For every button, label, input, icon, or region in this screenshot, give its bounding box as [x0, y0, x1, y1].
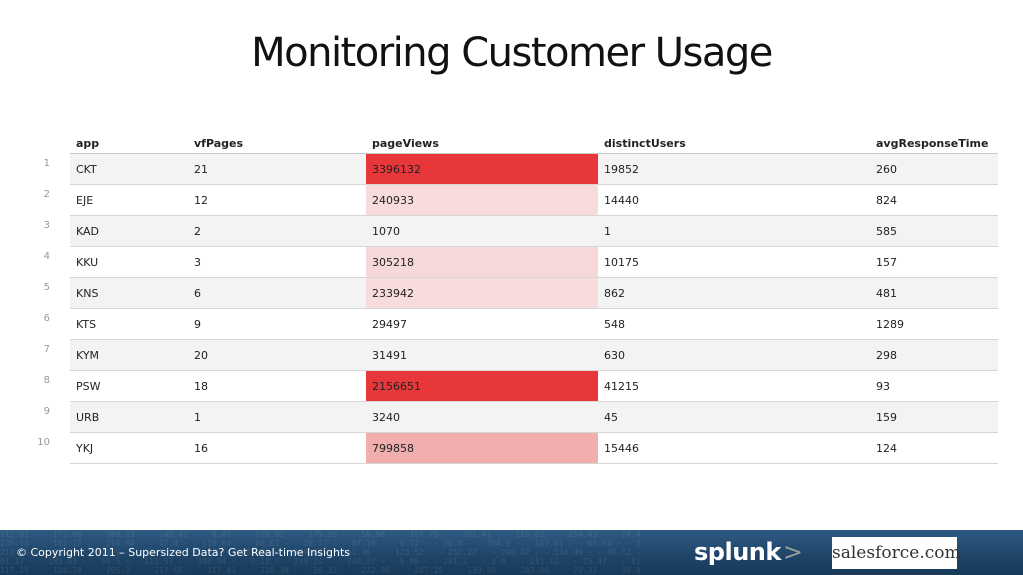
cell-avgresponsetime: 260 — [870, 154, 998, 185]
cell-pageviews: 3240 — [366, 402, 598, 433]
cell-pageviews: 1070 — [366, 216, 598, 247]
cell-vfpages: 1 — [188, 402, 366, 433]
table-row: 2 EJE 12 240933 14440 824 — [30, 185, 998, 216]
cell-vfpages: 12 — [188, 185, 366, 216]
results-table: app vfPages pageViews distinctUsers avgR… — [30, 133, 998, 464]
cell-distinctusers: 14440 — [598, 185, 870, 216]
cell-avgresponsetime: 585 — [870, 216, 998, 247]
cell-pageviews: 799858 — [366, 433, 598, 464]
table-row: 9 URB 1 3240 45 159 — [30, 402, 998, 433]
row-number: 9 — [30, 402, 70, 433]
cell-app: PSW — [70, 371, 188, 402]
row-number: 10 — [30, 433, 70, 464]
cell-distinctusers: 10175 — [598, 247, 870, 278]
column-header-pageviews[interactable]: pageViews — [366, 133, 598, 154]
cell-pageviews: 31491 — [366, 340, 598, 371]
table-row: 10 YKJ 16 799858 15446 124 — [30, 433, 998, 464]
row-number: 4 — [30, 247, 70, 278]
row-number: 1 — [30, 154, 70, 185]
copyright-text: © Copyright 2011 – Supersized Data? Get … — [16, 546, 350, 559]
cell-vfpages: 21 — [188, 154, 366, 185]
cell-pageviews: 2156651 — [366, 371, 598, 402]
cell-pageviews: 233942 — [366, 278, 598, 309]
cell-app: KYM — [70, 340, 188, 371]
cell-vfpages: 6 — [188, 278, 366, 309]
cell-vfpages: 16 — [188, 433, 366, 464]
cell-avgresponsetime: 1289 — [870, 309, 998, 340]
cell-app: KTS — [70, 309, 188, 340]
cell-pageviews: 305218 — [366, 247, 598, 278]
cell-avgresponsetime: 298 — [870, 340, 998, 371]
cell-avgresponsetime: 124 — [870, 433, 998, 464]
cell-distinctusers: 15446 — [598, 433, 870, 464]
cell-avgresponsetime: 481 — [870, 278, 998, 309]
cell-app: KKU — [70, 247, 188, 278]
table-row: 6 KTS 9 29497 548 1289 — [30, 309, 998, 340]
table-row: 3 KAD 2 1070 1 585 — [30, 216, 998, 247]
cell-vfpages: 2 — [188, 216, 366, 247]
row-number: 7 — [30, 340, 70, 371]
splunk-logo-text: splunk — [694, 538, 781, 566]
cell-avgresponsetime: 159 — [870, 402, 998, 433]
results-table-container: app vfPages pageViews distinctUsers avgR… — [30, 133, 998, 464]
cell-avgresponsetime: 824 — [870, 185, 998, 216]
table-body: 1 CKT 21 3396132 19852 260 2 EJE 12 240933 14440 82… — [30, 154, 998, 464]
cell-app: URB — [70, 402, 188, 433]
cell-distinctusers: 862 — [598, 278, 870, 309]
footer-bar: 112.81 - - 172.96 - - 209.13 - - 148.42 … — [0, 530, 1023, 575]
cell-distinctusers: 1 — [598, 216, 870, 247]
row-number: 3 — [30, 216, 70, 247]
cell-pageviews: 3396132 — [366, 154, 598, 185]
row-number: 2 — [30, 185, 70, 216]
row-number: 6 — [30, 309, 70, 340]
column-header-avgresponsetime[interactable]: avgResponseTime — [870, 133, 998, 154]
cell-app: CKT — [70, 154, 188, 185]
salesforce-logo: salesforce.com — [832, 537, 957, 569]
table-header-row: app vfPages pageViews distinctUsers avgR… — [30, 133, 998, 154]
cell-vfpages: 3 — [188, 247, 366, 278]
cell-distinctusers: 19852 — [598, 154, 870, 185]
row-number: 8 — [30, 371, 70, 402]
cell-app: KAD — [70, 216, 188, 247]
cell-vfpages: 18 — [188, 371, 366, 402]
cell-app: EJE — [70, 185, 188, 216]
table-row: 4 KKU 3 305218 10175 157 — [30, 247, 998, 278]
cell-distinctusers: 548 — [598, 309, 870, 340]
cell-pageviews: 240933 — [366, 185, 598, 216]
cell-vfpages: 20 — [188, 340, 366, 371]
table-row: 7 KYM 20 31491 630 298 — [30, 340, 998, 371]
table-row: 8 PSW 18 2156651 41215 93 — [30, 371, 998, 402]
cell-app: KNS — [70, 278, 188, 309]
cell-distinctusers: 45 — [598, 402, 870, 433]
cell-pageviews: 29497 — [366, 309, 598, 340]
slide-title: Monitoring Customer Usage — [0, 30, 1023, 76]
cell-distinctusers: 41215 — [598, 371, 870, 402]
cell-app: YKJ — [70, 433, 188, 464]
cell-avgresponsetime: 93 — [870, 371, 998, 402]
splunk-logo: splunk> — [694, 538, 802, 566]
column-header-vfpages[interactable]: vfPages — [188, 133, 366, 154]
column-header-app[interactable]: app — [70, 133, 188, 154]
cell-avgresponsetime: 157 — [870, 247, 998, 278]
table-row: 5 KNS 6 233942 862 481 — [30, 278, 998, 309]
splunk-chevron-icon: > — [783, 538, 803, 566]
table-row: 1 CKT 21 3396132 19852 260 — [30, 154, 998, 185]
salesforce-logo-text: salesforce.com — [832, 543, 961, 563]
cell-distinctusers: 630 — [598, 340, 870, 371]
cell-vfpages: 9 — [188, 309, 366, 340]
column-header-distinctusers[interactable]: distinctUsers — [598, 133, 870, 154]
row-number: 5 — [30, 278, 70, 309]
row-number-header — [30, 133, 70, 154]
